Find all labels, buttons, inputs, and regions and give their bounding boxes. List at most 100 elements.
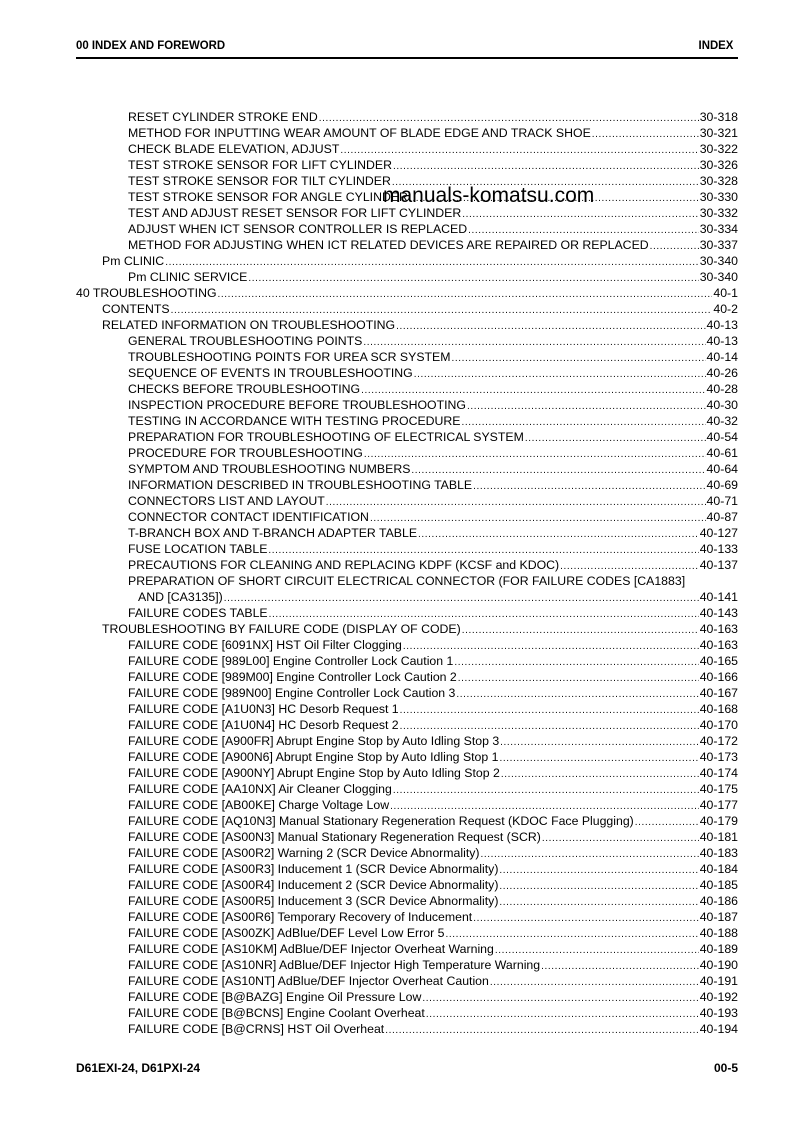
toc-entry[interactable]: TEST AND ADJUST RESET SENSOR FOR LIFT CY…	[76, 205, 738, 221]
toc-entry[interactable]: FAILURE CODE [B@BCNS] Engine Coolant Ove…	[76, 1005, 738, 1021]
toc-entry[interactable]: SYMPTOM AND TROUBLESHOOTING NUMBERS 40-64	[76, 461, 738, 477]
toc-entry[interactable]: CONTENTS 40-2	[76, 301, 738, 317]
toc-entry-page: 40-187	[699, 910, 738, 924]
dot-leader	[592, 125, 699, 141]
toc-entry[interactable]: FAILURE CODE [AS10NR] AdBlue/DEF Injecto…	[76, 957, 738, 973]
toc-entry[interactable]: PREPARATION OF SHORT CIRCUIT ELECTRICAL …	[76, 573, 738, 589]
toc-entry-page: 40-141	[699, 590, 738, 604]
toc-entry-title: Pm CLINIC	[102, 254, 165, 268]
toc-entry[interactable]: FAILURE CODE [B@BAZG] Engine Oil Pressur…	[76, 989, 738, 1005]
toc-entry[interactable]: FAILURE CODE [A1U0N3] HC Desorb Request …	[76, 701, 738, 717]
dot-leader	[364, 445, 706, 461]
toc-entry[interactable]: TROUBLESHOOTING POINTS FOR UREA SCR SYST…	[76, 349, 738, 365]
toc-entry-page: 40-191	[699, 974, 738, 988]
page-footer: D61EXI-24, D61PXI-24 00-5	[76, 1061, 738, 1075]
dot-leader	[490, 973, 699, 989]
toc-entry[interactable]: FAILURE CODE [AA10NX] Air Cleaner Cloggi…	[76, 781, 738, 797]
toc-entry[interactable]: CHECKS BEFORE TROUBLESHOOTING 40-28	[76, 381, 738, 397]
toc-entry[interactable]: PREPARATION FOR TROUBLESHOOTING OF ELECT…	[76, 429, 738, 445]
toc-entry-title: TROUBLESHOOTING BY FAILURE CODE (DISPLAY…	[102, 622, 461, 636]
toc-entry[interactable]: FAILURE CODE [AB00KE] Charge Voltage Low…	[76, 797, 738, 813]
toc-entry[interactable]: FAILURE CODE [6091NX] HST Oil Filter Clo…	[76, 637, 738, 653]
dot-leader	[418, 525, 699, 541]
toc-entry[interactable]: CHECK BLADE ELEVATION, ADJUST 30-322	[76, 141, 738, 157]
toc-entry[interactable]: FAILURE CODE [A900NY] Abrupt Engine Stop…	[76, 765, 738, 781]
toc-entry[interactable]: FAILURE CODE [AS10NT] AdBlue/DEF Injecto…	[76, 973, 738, 989]
toc-entry[interactable]: RELATED INFORMATION ON TROUBLESHOOTING 40…	[76, 317, 738, 333]
toc-entry[interactable]: FAILURE CODE [989N00] Engine Controller …	[76, 685, 738, 701]
toc-entry-title: CHECK BLADE ELEVATION, ADJUST	[128, 142, 340, 156]
toc-entry-page: 30-334	[699, 222, 738, 236]
toc-entry[interactable]: PRECAUTIONS FOR CLEANING AND REPLACING K…	[76, 557, 738, 573]
toc-entry[interactable]: SEQUENCE OF EVENTS IN TROUBLESHOOTING 40-…	[76, 365, 738, 381]
toc-entry[interactable]: FAILURE CODE [B@CRNS] HST Oil Overheat 40…	[76, 1021, 738, 1037]
toc-entry[interactable]: ADJUST WHEN ICT SENSOR CONTROLLER IS REP…	[76, 221, 738, 237]
toc-entry[interactable]: T-BRANCH BOX AND T-BRANCH ADAPTER TABLE 4…	[76, 525, 738, 541]
toc-entry[interactable]: FAILURE CODE [A900N6] Abrupt Engine Stop…	[76, 749, 738, 765]
toc-entry-page: 40-184	[699, 862, 738, 876]
dot-leader	[473, 477, 705, 493]
toc-entry[interactable]: CONNECTOR CONTACT IDENTIFICATION 40-87	[76, 509, 738, 525]
toc-entry[interactable]: CONNECTORS LIST AND LAYOUT 40-71	[76, 493, 738, 509]
toc-entry[interactable]: FAILURE CODE [AS00R3] Inducement 1 (SCR …	[76, 861, 738, 877]
toc-entry[interactable]: METHOD FOR INPUTTING WEAR AMOUNT OF BLAD…	[76, 125, 738, 141]
toc-entry-title: FAILURE CODE [AS00R4] Inducement 2 (SCR …	[128, 878, 499, 892]
toc-entry[interactable]: FAILURE CODE [AS10KM] AdBlue/DEF Injecto…	[76, 941, 738, 957]
toc-entry[interactable]: RESET CYLINDER STROKE END 30-318	[76, 109, 738, 125]
toc-entry[interactable]: FAILURE CODE [A1U0N4] HC Desorb Request …	[76, 717, 738, 733]
toc-entry-title: FAILURE CODE [A900FR] Abrupt Engine Stop…	[128, 734, 500, 748]
dot-leader	[319, 109, 699, 125]
toc-entry-title: FAILURE CODE [AS00R2] Warning 2 (SCR Dev…	[128, 846, 480, 860]
dot-leader	[171, 301, 713, 317]
model-number: D61EXI-24, D61PXI-24	[76, 1061, 201, 1075]
toc-entry[interactable]: PROCEDURE FOR TROUBLESHOOTING 40-61	[76, 445, 738, 461]
toc-entry[interactable]: METHOD FOR ADJUSTING WHEN ICT RELATED DE…	[76, 237, 738, 253]
toc-entry-title: PROCEDURE FOR TROUBLESHOOTING	[128, 446, 363, 460]
dot-leader	[400, 701, 699, 717]
toc-entry[interactable]: FAILURE CODE [AS00ZK] AdBlue/DEF Level L…	[76, 925, 738, 941]
toc-entry[interactable]: FAILURE CODES TABLE 40-143	[76, 605, 738, 621]
toc-entry-page: 40-165	[699, 654, 738, 668]
toc-entry[interactable]: 40 TROUBLESHOOTING 40-1	[76, 285, 738, 301]
toc-entry-page: 40-13	[706, 334, 738, 348]
toc-entry[interactable]: TEST STROKE SENSOR FOR ANGLE CYLINDER 30-…	[76, 189, 738, 205]
toc-entry-title: FAILURE CODE [AS10NR] AdBlue/DEF Injecto…	[128, 958, 541, 972]
toc-entry[interactable]: GENERAL TROUBLESHOOTING POINTS 40-13	[76, 333, 738, 349]
toc-entry[interactable]: FAILURE CODE [AQ10N3] Manual Stationary …	[76, 813, 738, 829]
page-header: 00 INDEX AND FOREWORD INDEX	[76, 38, 733, 52]
toc-entry[interactable]: FAILURE CODE [A900FR] Abrupt Engine Stop…	[76, 733, 738, 749]
dot-leader	[541, 957, 699, 973]
toc-entry-page: 40-143	[699, 606, 738, 620]
toc-entry-title: METHOD FOR INPUTTING WEAR AMOUNT OF BLAD…	[128, 126, 591, 140]
toc-entry-title: FAILURE CODE [B@CRNS] HST Oil Overheat	[128, 1022, 385, 1036]
dot-leader	[326, 493, 706, 509]
toc-entry[interactable]: INFORMATION DESCRIBED IN TROUBLESHOOTING…	[76, 477, 738, 493]
toc-entry[interactable]: FAILURE CODE [AS00N3] Manual Stationary …	[76, 829, 738, 845]
toc-entry[interactable]: FAILURE CODE [989M00] Engine Controller …	[76, 669, 738, 685]
toc-entry-page: 40-61	[706, 446, 738, 460]
toc-entry[interactable]: AND [CA3135]) 40-141	[76, 589, 738, 605]
dot-leader	[268, 541, 698, 557]
toc-entry[interactable]: FAILURE CODE [AS00R4] Inducement 2 (SCR …	[76, 877, 738, 893]
toc-entry-page: 40-174	[699, 766, 738, 780]
toc-entry[interactable]: TROUBLESHOOTING BY FAILURE CODE (DISPLAY…	[76, 621, 738, 637]
toc-entry[interactable]: FAILURE CODE [AS00R2] Warning 2 (SCR Dev…	[76, 845, 738, 861]
toc-entry[interactable]: FAILURE CODE [AS00R6] Temporary Recovery…	[76, 909, 738, 925]
toc-entry[interactable]: TEST STROKE SENSOR FOR TILT CYLINDER 30-3…	[76, 173, 738, 189]
toc-entry-title: FAILURE CODE [AA10NX] Air Cleaner Cloggi…	[128, 782, 392, 796]
toc-entry[interactable]: Pm CLINIC 30-340	[76, 253, 738, 269]
toc-entry[interactable]: TESTING IN ACCORDANCE WITH TESTING PROCE…	[76, 413, 738, 429]
toc-entry-title: FAILURE CODE [AS10NT] AdBlue/DEF Injecto…	[128, 974, 489, 988]
toc-entry[interactable]: FAILURE CODE [989L00] Engine Controller …	[76, 653, 738, 669]
toc-entry-title: FAILURE CODE [AS00R6] Temporary Recovery…	[128, 910, 473, 924]
dot-leader	[445, 925, 698, 941]
toc-entry[interactable]: FUSE LOCATION TABLE 40-133	[76, 541, 738, 557]
toc-entry[interactable]: FAILURE CODE [AS00R5] Inducement 3 (SCR …	[76, 893, 738, 909]
toc-entry[interactable]: Pm CLINIC SERVICE 30-340	[76, 269, 738, 285]
toc-entry-title: FAILURE CODE [AS00ZK] AdBlue/DEF Level L…	[128, 926, 445, 940]
toc-entry[interactable]: INSPECTION PROCEDURE BEFORE TROUBLESHOOT…	[76, 397, 738, 413]
toc-entry[interactable]: TEST STROKE SENSOR FOR LIFT CYLINDER 30-3…	[76, 157, 738, 173]
header-index-label: INDEX	[698, 38, 734, 52]
toc-entry-page: 30-318	[699, 110, 738, 124]
toc-entry-title: FAILURE CODE [AS10KM] AdBlue/DEF Injecto…	[128, 942, 494, 956]
